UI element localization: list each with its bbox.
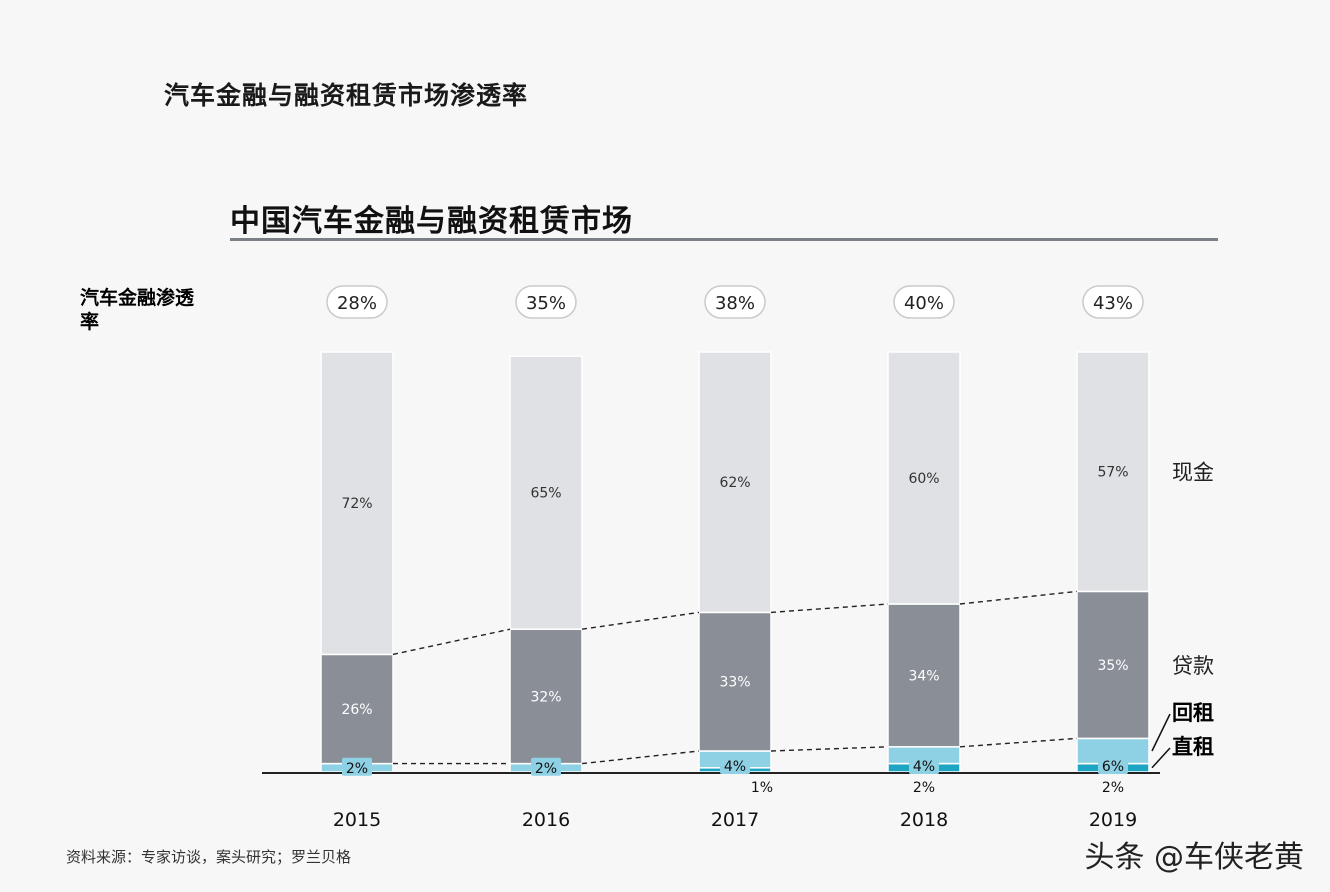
data-label-贷款-2019: 35% (1097, 658, 1128, 674)
data-label-bg-回租-2016 (531, 757, 561, 776)
data-label-直租-2017: 1% (751, 780, 773, 796)
bar-贷款-2017 (698, 611, 772, 752)
legend-贷款: 贷款 (1172, 654, 1214, 678)
legend-leader-回租 (1151, 713, 1171, 752)
data-label-回租-2015: 2% (346, 761, 368, 777)
bar-贷款-2018 (887, 603, 961, 748)
data-label-bg-回租-2019 (1098, 756, 1128, 774)
connector-回租-2 (770, 746, 889, 752)
data-label-现金-2016: 65% (530, 486, 561, 502)
bar-现金-2016 (509, 355, 583, 630)
connector-回租-3 (959, 737, 1078, 748)
tick-label-2015: 2015 (333, 809, 381, 831)
title-rule (230, 238, 1218, 241)
bar-贷款-2015 (320, 653, 394, 765)
bar-现金-2017 (698, 351, 772, 614)
connector-贷款-3 (959, 590, 1078, 605)
penetration-pill-2019 (1082, 285, 1144, 319)
penetration-value-2017: 38% (715, 293, 755, 314)
connector-贷款-2 (770, 603, 889, 614)
data-label-直租-2018: 2% (913, 780, 935, 796)
chart-title: 中国汽车金融与融资租赁市场 (230, 204, 633, 239)
bar-现金-2019 (1076, 351, 1150, 593)
connector-贷款-1 (581, 611, 700, 630)
tick-label-2019: 2019 (1089, 809, 1137, 831)
data-label-直租-2019: 2% (1102, 780, 1124, 796)
bar-现金-2015 (320, 351, 394, 656)
tick-label-2016: 2016 (522, 809, 570, 831)
tick-label-2018: 2018 (900, 809, 948, 831)
penetration-pill-2018 (893, 285, 955, 319)
data-label-bg-回租-2018 (909, 756, 939, 774)
data-label-bg-回租-2017 (720, 756, 750, 774)
penetration-value-2015: 28% (337, 293, 377, 314)
legend-现金: 现金 (1172, 461, 1214, 485)
tick-label-2017: 2017 (711, 809, 759, 831)
legend-回租: 回租 (1172, 701, 1214, 725)
legend-leader-直租 (1151, 747, 1171, 769)
data-label-现金-2015: 72% (341, 496, 372, 512)
data-label-回租-2017: 4% (724, 759, 746, 775)
legend-直租: 直租 (1172, 735, 1214, 759)
data-label-回租-2019: 6% (1102, 759, 1124, 775)
penetration-label: 汽车金融渗透率 (80, 287, 195, 333)
data-label-贷款-2017: 33% (719, 675, 750, 691)
data-label-现金-2017: 62% (719, 475, 750, 491)
penetration-value-2016: 35% (526, 293, 566, 314)
data-label-现金-2018: 60% (908, 471, 939, 487)
bar-贷款-2019 (1076, 590, 1150, 740)
connector-贷款-0 (392, 628, 511, 656)
watermark: 头条 @车侠老黄 (1084, 840, 1304, 875)
data-label-贷款-2015: 26% (341, 702, 372, 718)
data-label-回租-2016: 2% (535, 761, 557, 777)
data-label-现金-2019: 57% (1097, 465, 1128, 481)
data-label-贷款-2016: 32% (530, 689, 561, 705)
bar-现金-2018 (887, 351, 961, 605)
penetration-value-2018: 40% (904, 293, 944, 314)
penetration-value-2019: 43% (1093, 293, 1133, 314)
data-label-回租-2018: 4% (913, 759, 935, 775)
penetration-pill-2015 (326, 285, 388, 319)
penetration-pill-2016 (515, 285, 577, 319)
penetration-pill-2017 (704, 285, 766, 319)
connector-回租-1 (581, 750, 700, 765)
data-label-贷款-2018: 34% (908, 668, 939, 684)
data-label-bg-回租-2015 (342, 757, 372, 776)
source-note: 资料来源：专家访谈，案头研究；罗兰贝格 (66, 848, 352, 866)
page-title: 汽车金融与融资租赁市场渗透率 (164, 81, 529, 110)
